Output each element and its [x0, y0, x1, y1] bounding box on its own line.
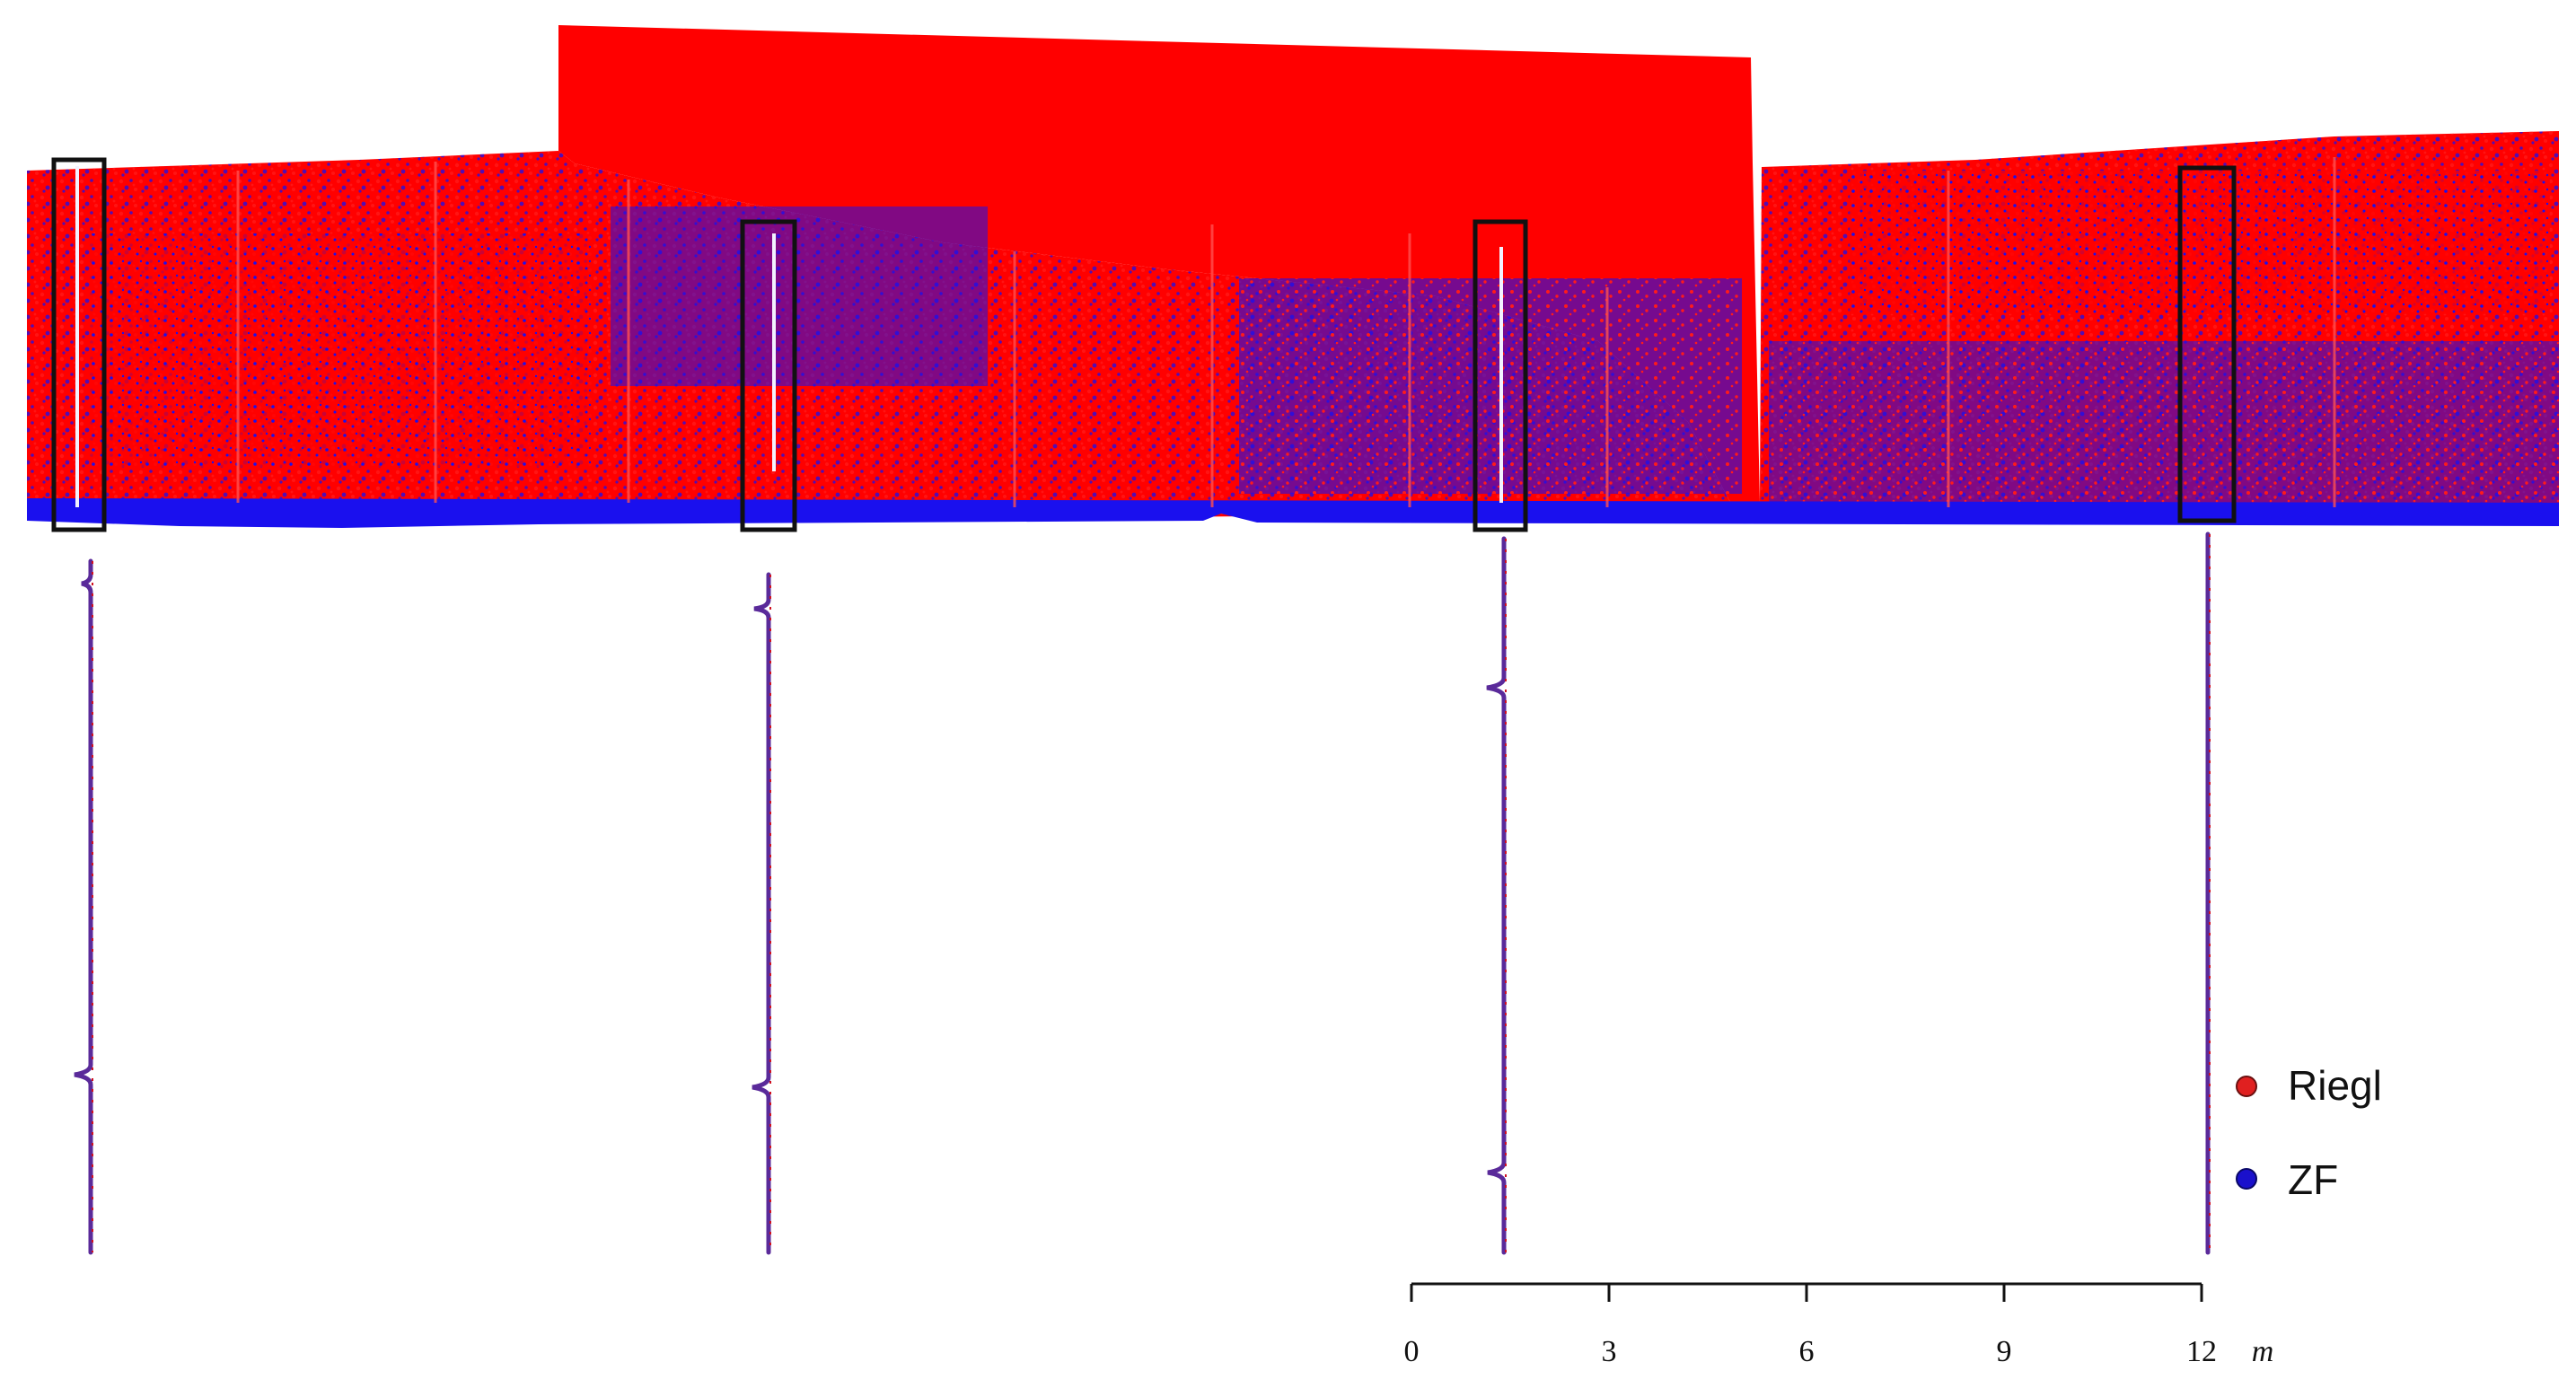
blue-dominant-zone [1769, 341, 2559, 521]
legend-marker-riegl [2236, 1076, 2257, 1097]
legend-marker-zf [2236, 1168, 2257, 1190]
scale-tick-0: 0 [1404, 1335, 1420, 1368]
red-dominant-zone [90, 233, 593, 467]
legend-label-riegl: Riegl [2288, 1062, 2382, 1109]
red-dominant-zone [1850, 171, 2550, 314]
overhead-structure [558, 25, 1760, 507]
scale-bar-labels: 0 3 6 9 12 m [1404, 1335, 2274, 1368]
pole-profile-1 [74, 558, 93, 1255]
scale-tick-3: 3 [1602, 1335, 1617, 1368]
selection-box-1 [51, 157, 107, 532]
profile-red-dots [92, 534, 2211, 1252]
selection-box-2 [740, 219, 797, 532]
selection-box-4 [2177, 165, 2237, 523]
selected-pole-highlights [75, 166, 1503, 507]
pole-profile-2 [752, 572, 771, 1255]
pole-profile-3 [1486, 536, 1507, 1255]
scale-tick-9: 9 [1997, 1335, 2012, 1368]
legend-label-zf: ZF [2288, 1156, 2338, 1203]
blue-dominant-zone [1239, 278, 1742, 494]
selection-boxes [51, 157, 2237, 532]
scale-tick-12: 12 [2186, 1335, 2217, 1368]
scale-bar [1410, 1282, 2203, 1302]
blue-dominant-zone [611, 206, 988, 386]
selection-box-3 [1473, 219, 1528, 532]
pole-lines [236, 157, 2336, 507]
scale-unit: m [2252, 1335, 2274, 1368]
ground-fringe [27, 498, 2559, 528]
pole-profiles [74, 531, 2211, 1255]
legend: Riegl ZF [2236, 1062, 2382, 1203]
scale-tick-6: 6 [1799, 1335, 1815, 1368]
